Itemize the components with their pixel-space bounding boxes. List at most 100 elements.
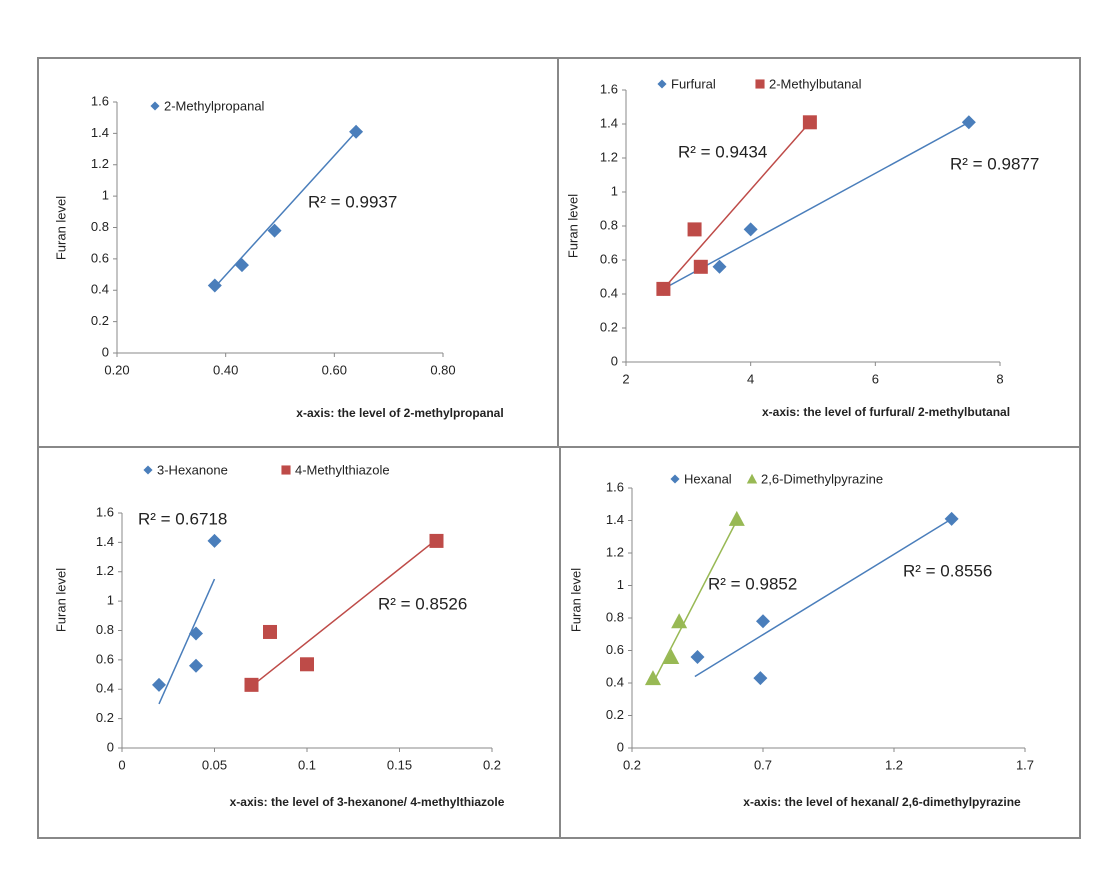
y-tick-label: 0.2 [600,319,618,334]
y-tick-label: 1.2 [606,544,624,559]
legend-label: 2-Methylpropanal [164,98,265,113]
point [961,115,976,130]
x-tick-label: 0.80 [430,362,455,377]
y-tick-label: 0.4 [606,674,624,689]
point [728,510,745,526]
point [690,650,705,664]
point [944,511,959,526]
legend-label: Hexanal [684,471,732,486]
legend-marker [150,101,160,111]
r-squared-label: R² = 0.8556 [903,561,992,580]
point [207,533,222,548]
x-tick-label: 0 [118,757,125,772]
point [693,259,708,274]
y-axis-title: Furan level [53,196,68,260]
y-tick-label: 1 [611,183,618,198]
point [743,222,758,237]
r-squared-label: R² = 0.6718 [138,509,227,528]
r-squared-label: R² = 0.9852 [708,574,797,593]
y-tick-label: 0 [102,344,109,359]
x-tick-label: 2 [622,371,629,386]
legend-label: Furfural [671,76,716,91]
trendline [214,131,357,288]
x-axis-title: x-axis: the level of hexanal/ 2,6-dimeth… [743,795,1021,809]
x-tick-label: 0.05 [202,757,227,772]
x-tick-label: 6 [872,371,879,386]
legend-label: 4-Methylthiazole [295,462,390,477]
y-tick-label: 1.2 [600,149,618,164]
x-tick-label: 0.2 [623,757,641,772]
point [189,658,203,673]
y-axis-title: Furan level [568,568,583,632]
y-tick-label: 1.6 [606,479,624,494]
legend-label: 2-Methylbutanal [769,76,862,91]
y-tick-label: 1.6 [91,93,109,108]
y-tick-label: 0.6 [600,251,618,266]
r-squared-label: R² = 0.8526 [378,594,467,613]
y-tick-label: 0.8 [96,622,114,637]
x-tick-label: 0.7 [754,757,772,772]
y-tick-label: 0.6 [606,642,624,657]
x-tick-label: 0.40 [213,362,238,377]
point [687,222,702,237]
point [267,223,282,238]
y-tick-label: 0.6 [96,651,114,666]
trendline [662,121,811,290]
y-tick-label: 0 [617,739,624,754]
panel-border [559,446,1081,839]
legend-label: 3-Hexanone [157,462,228,477]
y-tick-label: 1 [107,593,114,608]
point [753,671,768,686]
trendline [158,578,216,705]
y-axis-title: Furan level [53,568,68,632]
legend-marker [755,79,765,89]
point [756,614,770,629]
y-tick-label: 0 [611,353,618,368]
y-tick-label: 1.6 [600,81,618,96]
x-axis-title: x-axis: the level of 2-methylpropanal [296,406,503,420]
trendline [694,518,953,678]
legend-label: 2,6-Dimethylpyrazine [761,471,883,486]
point [644,670,661,686]
point [712,259,727,274]
x-tick-label: 8 [996,371,1003,386]
x-tick-label: 0.15 [387,757,412,772]
point [429,533,444,548]
legend-marker [281,465,291,475]
point [802,115,817,130]
y-tick-label: 0.8 [600,217,618,232]
r-squared-label: R² = 0.9434 [678,142,767,161]
point [300,657,314,672]
point [671,613,688,629]
point [234,258,249,273]
point [152,677,166,692]
point [244,677,259,692]
legend-marker [657,79,667,89]
r-squared-label: R² = 0.9877 [950,154,1039,173]
point [207,278,222,293]
y-tick-label: 1.4 [606,512,624,527]
point [349,124,364,139]
x-tick-label: 0.2 [483,757,501,772]
x-tick-label: 1.2 [885,757,903,772]
x-tick-label: 0.1 [298,757,316,772]
y-tick-label: 0.4 [91,282,109,297]
y-tick-label: 0.8 [91,219,109,234]
y-tick-label: 0.6 [91,250,109,265]
point [656,281,671,296]
y-tick-label: 0.2 [96,710,114,725]
y-tick-label: 1.4 [91,125,109,140]
y-tick-label: 1.4 [96,534,114,549]
y-tick-label: 0.4 [600,285,618,300]
x-tick-label: 1.7 [1016,757,1034,772]
y-axis-title: Furan level [565,194,580,258]
x-axis-title: x-axis: the level of furfural/ 2-methylb… [762,405,1010,419]
y-tick-label: 0 [107,739,114,754]
y-tick-label: 1 [617,577,624,592]
point [189,626,203,641]
y-tick-label: 0.4 [96,681,114,696]
point [263,624,277,639]
trendline [652,520,738,684]
